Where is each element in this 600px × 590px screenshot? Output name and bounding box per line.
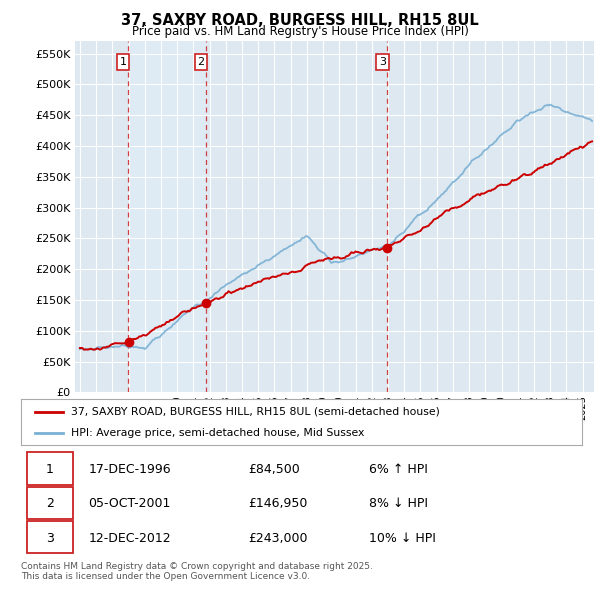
Text: HPI: Average price, semi-detached house, Mid Sussex: HPI: Average price, semi-detached house,… <box>71 428 365 438</box>
Text: £243,000: £243,000 <box>248 532 308 545</box>
Text: 12-DEC-2012: 12-DEC-2012 <box>88 532 171 545</box>
Bar <box>128 41 206 392</box>
Text: Price paid vs. HM Land Registry's House Price Index (HPI): Price paid vs. HM Land Registry's House … <box>131 25 469 38</box>
Bar <box>26 521 73 553</box>
Text: 37, SAXBY ROAD, BURGESS HILL, RH15 8UL: 37, SAXBY ROAD, BURGESS HILL, RH15 8UL <box>121 13 479 28</box>
Bar <box>26 487 73 519</box>
Text: 17-DEC-1996: 17-DEC-1996 <box>88 463 171 476</box>
Text: 10% ↓ HPI: 10% ↓ HPI <box>369 532 436 545</box>
Text: 1: 1 <box>46 463 53 476</box>
Text: 8% ↓ HPI: 8% ↓ HPI <box>369 497 428 510</box>
Text: £84,500: £84,500 <box>248 463 300 476</box>
Text: Contains HM Land Registry data © Crown copyright and database right 2025.
This d: Contains HM Land Registry data © Crown c… <box>21 562 373 581</box>
Text: 37, SAXBY ROAD, BURGESS HILL, RH15 8UL (semi-detached house): 37, SAXBY ROAD, BURGESS HILL, RH15 8UL (… <box>71 407 440 417</box>
Text: £146,950: £146,950 <box>248 497 308 510</box>
Text: 6% ↑ HPI: 6% ↑ HPI <box>369 463 428 476</box>
Text: 3: 3 <box>46 532 53 545</box>
Text: 2: 2 <box>46 497 53 510</box>
Text: 3: 3 <box>379 57 386 67</box>
Text: 05-OCT-2001: 05-OCT-2001 <box>88 497 170 510</box>
Bar <box>26 453 73 484</box>
Text: 2: 2 <box>197 57 205 67</box>
Text: 1: 1 <box>119 57 127 67</box>
